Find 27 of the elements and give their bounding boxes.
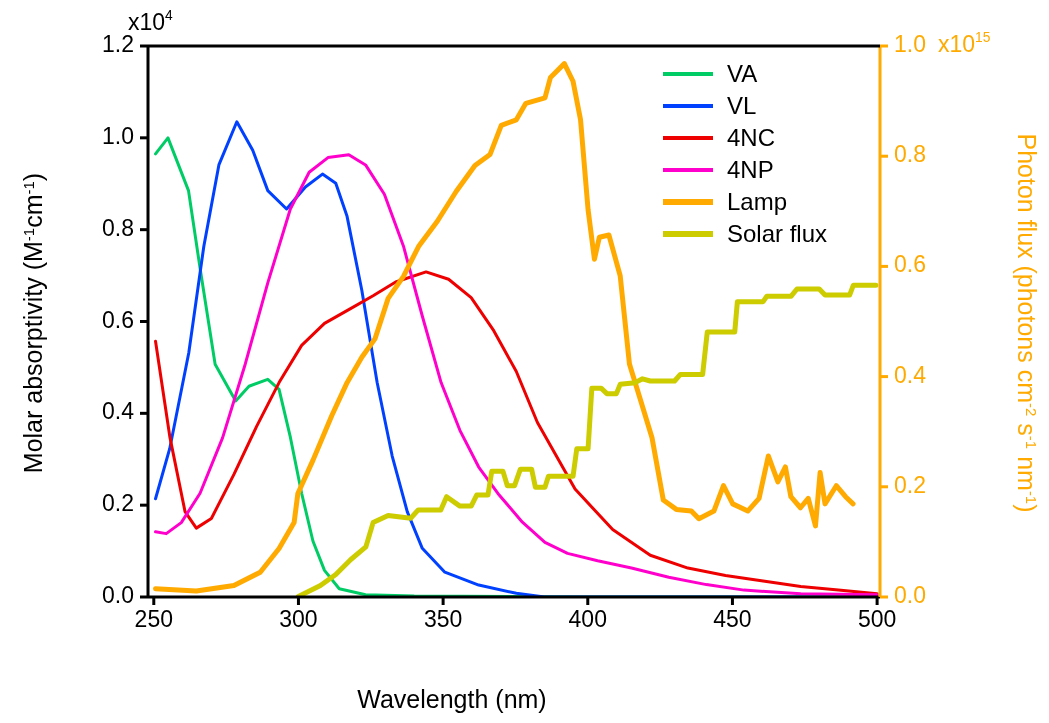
y2-tick-label: 1.0: [894, 31, 926, 58]
legend-label: Solar flux: [727, 219, 828, 249]
text: x10$^{15}$: [938, 30, 991, 58]
x-tick-label: 500: [857, 606, 897, 633]
y-tick-label: 0.2: [102, 490, 134, 517]
y-tick-label: 0.4: [102, 398, 135, 425]
x-tick-label: 450: [713, 606, 752, 633]
x-tick-label: 250: [134, 606, 173, 633]
x-tick-label: 400: [568, 606, 607, 633]
y2-tick-label: 0.4: [894, 361, 927, 388]
legend-label: Lamp: [727, 187, 788, 217]
y2-tick-label: 0.8: [894, 141, 926, 168]
y2-tick-label: 0.6: [894, 251, 926, 278]
line-series: [154, 270, 879, 596]
y-tick-label: 0.6: [102, 306, 134, 333]
x-axis-title: Wavelength (nm): [357, 685, 547, 713]
y-tick-label: 0.8: [102, 214, 134, 241]
y2-tick-label: 0.0: [894, 582, 926, 609]
legend-label: 4NP: [727, 155, 774, 185]
y-tick-label: 1.0: [102, 122, 134, 149]
x-tick-label: 350: [423, 606, 463, 633]
x-tick-label: 300: [279, 606, 318, 633]
legend-label: VL: [727, 91, 757, 121]
legend-label: 4NC: [727, 123, 776, 153]
legend-label: VA: [727, 59, 758, 89]
y-tick-label: 0.0: [102, 582, 134, 609]
y2-tick-label: 0.2: [894, 471, 926, 498]
